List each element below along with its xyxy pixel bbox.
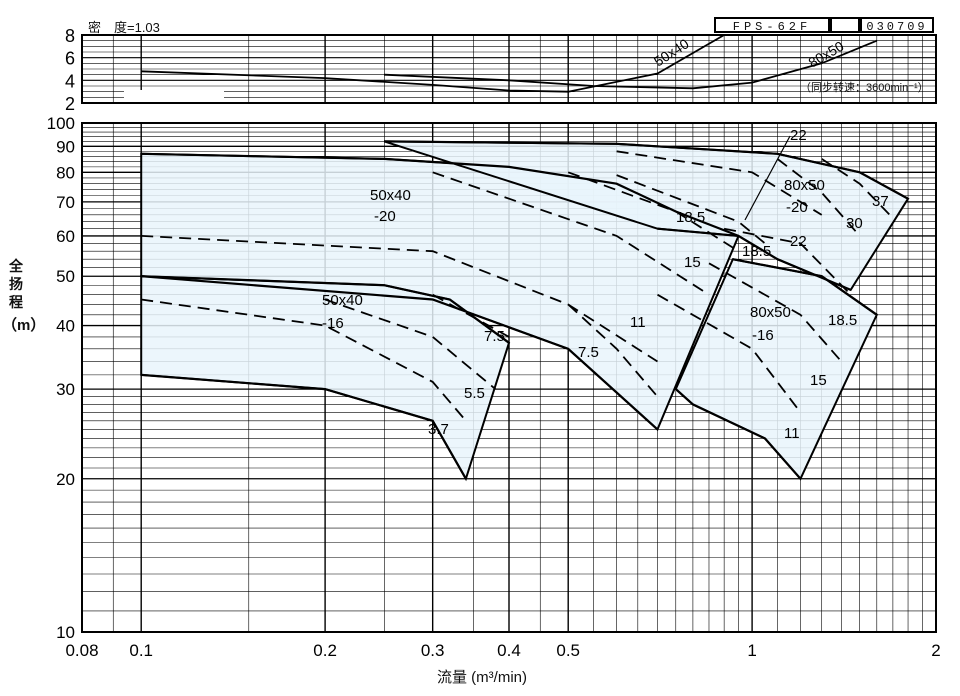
performance-curve <box>675 388 802 480</box>
curve-label: 80x50 <box>784 177 825 194</box>
model-code-box: FPS-62F <box>714 17 830 34</box>
curve-label: 50x40 <box>370 187 411 204</box>
top-y-tick-label: 4 <box>65 71 75 91</box>
npsh-curve <box>141 34 725 93</box>
curve-label: 22 <box>790 127 807 144</box>
curve-label: -20 <box>786 199 808 216</box>
x-axis-label: 流量 (m³/min) <box>437 669 527 686</box>
curve-label: -16 <box>752 327 774 344</box>
curve-label: 80x50 <box>750 304 791 321</box>
y-tick-label: 80 <box>56 163 75 182</box>
y-tick-label: 10 <box>56 623 75 642</box>
motor-power-lines <box>141 150 894 422</box>
chart-frames <box>81 34 937 633</box>
y-tick-label: 20 <box>56 470 75 489</box>
x-tick-label: 0.5 <box>556 641 580 660</box>
curve-label: 15 <box>684 254 701 271</box>
motor-power-line <box>723 227 852 296</box>
curve-label: 15 <box>810 372 827 389</box>
top-y-tick-label: 8 <box>65 26 75 46</box>
x-tick-label: 0.3 <box>421 641 445 660</box>
x-tick-label: 0.4 <box>497 641 521 660</box>
model-blank-box <box>830 17 860 33</box>
npsh-label: 50x40 <box>651 35 692 69</box>
y-axis-unit: （m） <box>2 317 46 334</box>
top-y-tick-label: 2 <box>65 94 75 114</box>
curve-label: 18.5 <box>742 243 771 260</box>
npsh-label: 80x50 <box>806 38 847 71</box>
x-tick-label: 1 <box>747 641 756 660</box>
y-tick-label: 30 <box>56 380 75 399</box>
motor-power-line <box>821 158 894 219</box>
curve-label: 50x40 <box>322 292 363 309</box>
motor-power-line <box>567 303 659 398</box>
performance-curve <box>384 140 909 200</box>
top-y-tick-label: 6 <box>65 49 75 69</box>
motor-power-line <box>708 262 843 363</box>
x-tick-label: 2 <box>931 641 940 660</box>
curve-label: 11 <box>784 425 800 442</box>
speed-note: （同步转速：3600min⁻¹） <box>800 82 929 94</box>
curve-label: 7.5 <box>578 344 599 361</box>
main-chart-frame <box>81 122 937 633</box>
x-tick-label: 0.2 <box>313 641 337 660</box>
curve-label: -20 <box>374 208 396 225</box>
curve-label: 5.5 <box>464 385 485 402</box>
motor-power-line <box>616 150 823 216</box>
tick-labels: 0.08 0.1 0.2 0.3 0.4 0.5 1 2 10 20 30 40 50 60 70 80 90 1… <box>47 26 941 660</box>
curve-label: 18.5 <box>676 209 705 226</box>
performance-curves <box>141 34 909 480</box>
curve-label: -16 <box>322 315 344 332</box>
performance-curve <box>141 373 467 480</box>
y-tick-label: 70 <box>56 193 75 212</box>
curve-label: 7.5 <box>484 328 505 345</box>
label-leader-line <box>744 135 791 221</box>
x-tick-label: 0.08 <box>65 641 98 660</box>
x-tick-label: 0.1 <box>129 641 153 660</box>
motor-power-line <box>657 293 802 413</box>
performance-curve <box>141 152 739 237</box>
y-tick-label: 90 <box>56 137 75 156</box>
curve-label: 11 <box>630 314 646 331</box>
y-tick-label: 60 <box>56 227 75 246</box>
motor-power-line <box>432 171 710 296</box>
y-axis-label-char: 全 <box>9 259 23 275</box>
curve-label: 30 <box>846 215 863 232</box>
y-axis-label-char: 扬 <box>9 277 23 293</box>
chart-code-box: 030709 <box>860 17 934 34</box>
y-tick-label: 40 <box>56 317 75 336</box>
motor-power-line <box>141 235 658 363</box>
motor-power-line <box>141 298 467 422</box>
curve-label: 3.7 <box>428 421 449 438</box>
performance-curve <box>141 275 659 431</box>
y-tick-label: 100 <box>47 114 75 133</box>
top-chart-grid <box>81 34 937 104</box>
y-axis-label: 全 扬 程 <box>8 258 24 312</box>
curve-label: 37 <box>872 193 889 210</box>
legend-blank <box>124 90 224 112</box>
performance-curve <box>141 275 510 344</box>
chart-annotations: 50x40 -20 50x40 -16 80x50 -20 80x50 -16 3.7 5.5 7.… <box>124 35 889 442</box>
y-tick-label: 50 <box>56 267 75 286</box>
density-label: 密 度=1.03 <box>88 20 160 35</box>
performance-curve <box>732 258 878 316</box>
curve-label: 18.5 <box>828 312 857 329</box>
curve-label: 22 <box>790 233 807 250</box>
motor-power-line <box>616 174 766 245</box>
y-axis-label-char: 程 <box>9 295 23 311</box>
top-chart-frame <box>81 34 937 104</box>
npsh-curve <box>384 39 878 90</box>
